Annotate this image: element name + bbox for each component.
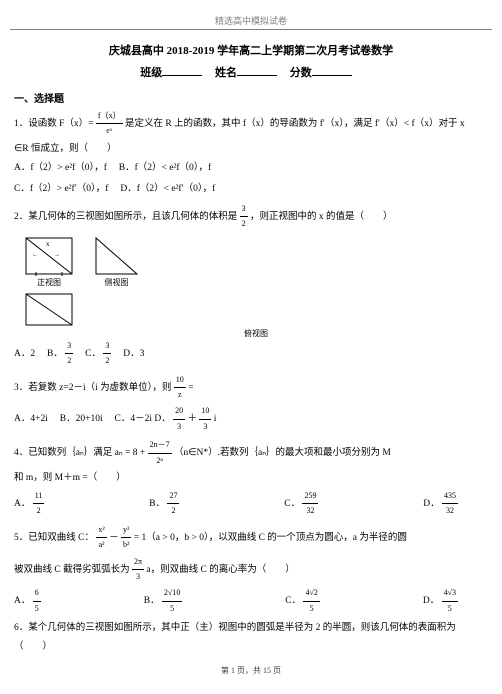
q4-frac: 2n－7 2ⁿ bbox=[148, 438, 172, 468]
q1: 1．设函数 F（x）= f（x） eˣ 是定义在 R 上的函数，其中 f（x）的… bbox=[14, 109, 488, 139]
svg-text:←: ← bbox=[32, 252, 38, 258]
q5-stem-b: = 1（a > 0，b > 0），以双曲线 C 的一个顶点为圆心，a 为半径的圆 bbox=[134, 533, 407, 543]
q2-opt-b-frac: 3 2 bbox=[65, 339, 73, 369]
q5-opt-b-wrap: B． 2√105 bbox=[144, 586, 183, 616]
side-view-svg bbox=[94, 236, 139, 276]
q1-frac: f（x） eˣ bbox=[96, 109, 123, 139]
q5: 5．已知双曲线 C： x² a² － y² b² = 1（a > 0，b > 0… bbox=[14, 523, 488, 553]
q5-frac1: x² a² bbox=[96, 523, 106, 553]
q4-stem-c: 和 m，则 M＋m =（ ） bbox=[14, 470, 488, 487]
q3-opt-d-frac2: 10 3 bbox=[199, 404, 211, 434]
q5-stem-a: 5．已知双曲线 C： bbox=[14, 533, 94, 543]
front-view-svg: x ← → bbox=[24, 236, 74, 276]
q3-opt-d: D． bbox=[154, 414, 170, 424]
q3-stem-b: = bbox=[188, 383, 193, 393]
q2-diagrams: x ← → 正视图 侧视图 bbox=[24, 236, 488, 288]
q3-frac: 10 z bbox=[174, 373, 186, 403]
q4-opt-a-wrap: A． 112 bbox=[14, 489, 44, 519]
q2-opt-a: A．2 bbox=[14, 349, 35, 359]
q5-stem-c: 被双曲线 C 截得劣弧弧长为 bbox=[14, 565, 132, 575]
q1-opt-c: C．f（2）> e²f′（0），f bbox=[14, 184, 108, 194]
q3-opt-c: C．4－2i bbox=[114, 414, 151, 424]
side-view-label: 侧视图 bbox=[94, 277, 139, 288]
q3: 3．若复数 z=2－i（i 为虚数单位），则 10 z = bbox=[14, 373, 488, 403]
front-view-box: x ← → 正视图 bbox=[24, 236, 74, 288]
q5-frac3: 2π 3 bbox=[132, 555, 144, 585]
section-1-header: 一、选择题 bbox=[14, 90, 488, 105]
content: 一、选择题 1．设函数 F（x）= f（x） eˣ 是定义在 R 上的函数，其中… bbox=[0, 90, 502, 656]
side-view-box: 侧视图 bbox=[94, 236, 139, 288]
score-blank bbox=[312, 75, 352, 76]
q4-opt-c-wrap: C． 25932 bbox=[284, 489, 318, 519]
q1-stem-c: ∈R 恒成立，则（ ） bbox=[14, 141, 488, 158]
page-footer: 第 1 页，共 15 页 bbox=[0, 665, 502, 676]
q4-opt-b-wrap: B． 272 bbox=[149, 489, 179, 519]
q1-opt-d: D．f（2）< e²f′（0），f bbox=[120, 184, 215, 194]
q5-options: A． 65 B． 2√105 C． 4√25 D． 4√35 bbox=[14, 586, 488, 616]
q3-opt-b: B．20+10i bbox=[60, 414, 103, 424]
q2: 2．某几何体的三视图如图所示，且该几何体的体积是 3 2 ，则正视图中的 x 的… bbox=[14, 202, 488, 232]
name-label: 姓名 bbox=[215, 67, 237, 79]
q1-options-row2: C．f（2）> e²f′（0），f D．f（2）< e²f′（0），f bbox=[14, 181, 488, 198]
q1-stem-b: 是定义在 R 上的函数，其中 f（x）的导函数为 f′（x），满足 f′（x）<… bbox=[125, 119, 465, 129]
q2-opt-d: D．3 bbox=[123, 349, 144, 359]
q4-options: A． 112 B． 272 C． 25932 D． 43532 bbox=[14, 489, 488, 519]
front-view-label: 正视图 bbox=[24, 277, 74, 288]
q3-opt-d-sep: ＋ bbox=[187, 414, 197, 424]
q4-stem-b: （n∈N*）.若数列｛aₙ｝的最大项和最小项分别为 M bbox=[174, 448, 391, 458]
q5-line2: 被双曲线 C 截得劣弧弧长为 2π 3 a，则双曲线 C 的离心率为（ ） bbox=[14, 555, 488, 585]
q5-opt-d-wrap: D． 4√35 bbox=[423, 586, 458, 616]
top-view-svg bbox=[24, 292, 74, 327]
q3-opt-d-suffix: i bbox=[214, 414, 217, 424]
top-view-label: 俯视图 bbox=[24, 328, 488, 339]
q3-opt-d-frac1: 20 3 bbox=[173, 404, 185, 434]
q1-options-row1: A．f（2）> e²f（0），f B．f（2）< e²f（0），f bbox=[14, 160, 488, 177]
q2-options: A．2 B． 3 2 C． 3 2 D．3 bbox=[14, 339, 488, 369]
q3-stem-a: 3．若复数 z=2－i（i 为虚数单位），则 bbox=[14, 383, 174, 393]
score-label: 分数 bbox=[290, 67, 312, 79]
class-label: 班级 bbox=[140, 67, 162, 79]
q2-opt-c: C． bbox=[85, 349, 101, 359]
exam-title: 庆城县高中 2018-2019 学年高二上学期第二次月考试卷数学 bbox=[0, 42, 502, 58]
q5-minus: － bbox=[109, 533, 119, 543]
q2-stem: 2．某几何体的三视图如图所示，且该几何体的体积是 bbox=[14, 212, 240, 222]
q5-opt-c-wrap: C． 4√25 bbox=[285, 586, 320, 616]
svg-text:→: → bbox=[54, 252, 60, 258]
q4-opt-d-wrap: D． 43532 bbox=[423, 489, 458, 519]
page-watermark: 精选高中模拟试卷 bbox=[0, 0, 502, 27]
q1-stem-a: 1．设函数 F（x）= bbox=[14, 119, 94, 129]
q3-opt-a: A．4+2i bbox=[14, 414, 48, 424]
q2-frac: 3 2 bbox=[240, 202, 248, 232]
q1-opt-a: A．f（2）> e²f（0），f bbox=[14, 163, 107, 173]
q6-stem-b: （ ） bbox=[14, 639, 488, 656]
q5-opt-a-wrap: A． 65 bbox=[14, 586, 41, 616]
q6: 6．某个几何体的三视图如图所示，其中正（主）视图中的圆弧是半径为 2 的半圆，则… bbox=[14, 620, 488, 637]
q5-frac2: y² b² bbox=[121, 523, 131, 553]
q1-opt-b: B．f（2）< e²f（0），f bbox=[119, 163, 211, 173]
class-blank bbox=[162, 75, 202, 76]
top-rule bbox=[10, 29, 492, 30]
q3-options: A．4+2i B．20+10i C．4－2i D． 20 3 ＋ 10 3 i bbox=[14, 404, 488, 434]
q4: 4．已知数列｛aₙ｝满足 aₙ = 8 + 2n－7 2ⁿ （n∈N*）.若数列… bbox=[14, 438, 488, 468]
q2-stem-b: ，则正视图中的 x 的值是（ ） bbox=[250, 212, 393, 222]
svg-text:x: x bbox=[46, 240, 50, 248]
top-view-box: 俯视图 bbox=[24, 292, 488, 339]
q5-stem-d: a，则双曲线 C 的离心率为（ ） bbox=[146, 565, 294, 575]
q6-stem: 6．某个几何体的三视图如图所示，其中正（主）视图中的圆弧是半径为 2 的半圆，则… bbox=[14, 623, 456, 633]
name-blank bbox=[237, 75, 277, 76]
q2-opt-b: B． bbox=[47, 349, 63, 359]
form-row: 班级 姓名 分数 bbox=[0, 64, 502, 80]
q2-opt-c-frac: 3 2 bbox=[103, 339, 111, 369]
q4-stem-a: 4．已知数列｛aₙ｝满足 aₙ = 8 + bbox=[14, 448, 148, 458]
